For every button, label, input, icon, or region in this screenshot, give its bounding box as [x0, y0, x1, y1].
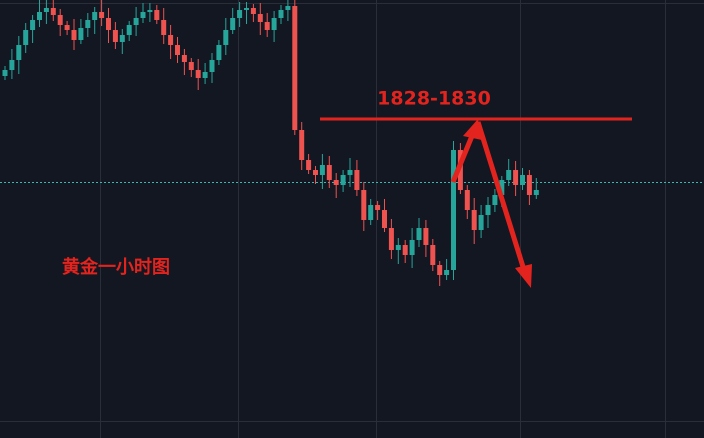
candle-body	[133, 18, 139, 25]
candle-body	[92, 12, 98, 20]
candle-body	[168, 35, 174, 45]
candle-body	[354, 170, 360, 190]
candle-body	[119, 35, 125, 42]
candle-body	[147, 10, 153, 12]
candle-body	[382, 210, 387, 228]
candle-body	[9, 60, 15, 70]
candle-body	[520, 175, 525, 185]
candle-body	[30, 20, 36, 30]
candle-body	[271, 18, 277, 30]
candle-body	[278, 10, 284, 18]
candle-body	[485, 205, 491, 215]
candle-body	[285, 6, 291, 10]
chart-label: 黄金一小时图	[62, 256, 170, 278]
arrow-up	[450, 135, 475, 183]
candle-body	[64, 25, 70, 30]
candle-body	[71, 30, 77, 40]
candle-body	[57, 15, 63, 25]
arrow-down	[475, 121, 527, 271]
candle-body	[361, 190, 367, 220]
candle-body	[499, 180, 505, 195]
candle-body	[464, 190, 470, 210]
candle-body	[126, 25, 132, 35]
level-label: 1828-1830	[377, 88, 491, 110]
candle-body	[175, 45, 180, 55]
candle-body	[264, 22, 270, 30]
candle-body	[244, 8, 249, 10]
candle-body	[237, 10, 243, 18]
candle-body	[292, 6, 298, 130]
candle-body	[257, 14, 263, 22]
candle-body	[161, 20, 167, 35]
candle-body	[333, 180, 339, 185]
candle-body	[388, 228, 394, 250]
candle-body	[43, 8, 49, 12]
candle-body	[250, 8, 256, 14]
candle-body	[430, 245, 436, 265]
candle-body	[375, 205, 381, 210]
candle-body	[154, 10, 160, 20]
candle-body	[326, 165, 332, 180]
candle-body	[513, 170, 519, 185]
candle-body	[451, 150, 456, 270]
candle-body	[423, 228, 429, 245]
candle-body	[340, 175, 346, 185]
candle-body	[223, 30, 229, 45]
candle-body	[368, 205, 374, 220]
candle-body	[492, 195, 498, 205]
candle-body	[195, 70, 201, 78]
candle-body	[37, 12, 42, 20]
candle-body	[2, 70, 8, 76]
candle-body	[478, 215, 484, 230]
candle-body	[306, 160, 312, 170]
candle-body	[85, 20, 91, 28]
candle-body	[16, 45, 22, 60]
candle-body	[506, 170, 512, 180]
candle-body	[409, 240, 415, 255]
candle-body	[50, 8, 56, 15]
candle-body	[106, 18, 111, 30]
candle-body	[299, 130, 305, 160]
candle-body	[444, 270, 450, 275]
candle-body	[216, 45, 222, 60]
candle-body	[526, 175, 532, 195]
candle-body	[347, 170, 353, 175]
candle-body	[112, 30, 118, 42]
arrows	[450, 119, 532, 288]
candle-body	[471, 210, 477, 230]
candle-body	[230, 18, 236, 30]
candle-body	[181, 55, 187, 62]
candle-body	[209, 60, 215, 72]
candle-body	[188, 62, 194, 70]
candle-body	[437, 265, 443, 275]
candle-body	[319, 165, 325, 175]
candles	[2, 0, 539, 286]
candle-body	[395, 245, 401, 250]
candle-body	[533, 190, 539, 195]
candle-body	[416, 228, 422, 240]
candle-body	[99, 12, 105, 18]
candle-body	[402, 245, 408, 255]
candle-body	[23, 30, 29, 45]
candle-body	[313, 170, 318, 175]
candle-body	[140, 12, 146, 18]
candle-body	[202, 72, 208, 78]
candle-body	[78, 28, 84, 40]
arrow-head	[515, 264, 532, 288]
